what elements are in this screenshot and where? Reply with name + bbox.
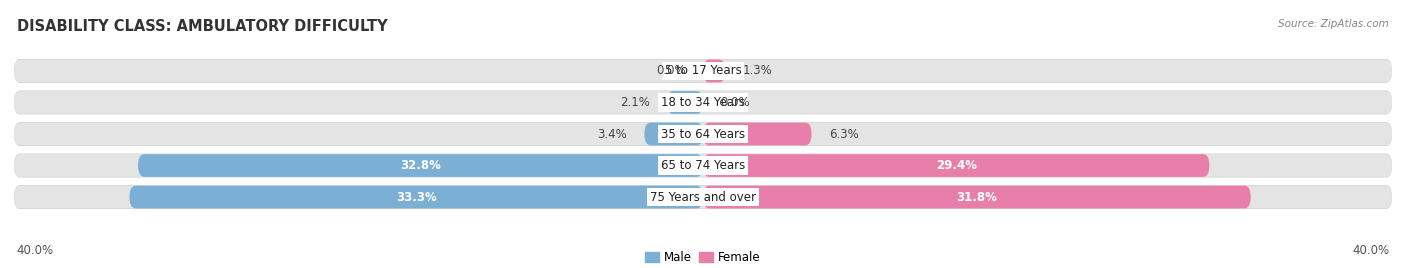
FancyBboxPatch shape — [14, 91, 1392, 114]
Text: Source: ZipAtlas.com: Source: ZipAtlas.com — [1278, 19, 1389, 29]
FancyBboxPatch shape — [703, 123, 811, 145]
FancyBboxPatch shape — [644, 123, 703, 145]
Text: 33.3%: 33.3% — [396, 191, 437, 204]
Text: 0.0%: 0.0% — [720, 96, 749, 109]
Text: 18 to 34 Years: 18 to 34 Years — [661, 96, 745, 109]
FancyBboxPatch shape — [14, 185, 1392, 209]
Text: 1.3%: 1.3% — [742, 64, 772, 77]
FancyBboxPatch shape — [14, 123, 1392, 145]
Text: 6.3%: 6.3% — [828, 128, 859, 140]
FancyBboxPatch shape — [14, 59, 1392, 83]
Text: 2.1%: 2.1% — [620, 96, 650, 109]
FancyBboxPatch shape — [14, 59, 1392, 82]
Text: DISABILITY CLASS: AMBULATORY DIFFICULTY: DISABILITY CLASS: AMBULATORY DIFFICULTY — [17, 19, 388, 34]
Text: 35 to 64 Years: 35 to 64 Years — [661, 128, 745, 140]
Text: 0.0%: 0.0% — [657, 64, 686, 77]
Text: 75 Years and over: 75 Years and over — [650, 191, 756, 204]
FancyBboxPatch shape — [14, 154, 1392, 177]
FancyBboxPatch shape — [129, 186, 703, 209]
FancyBboxPatch shape — [14, 122, 1392, 146]
Text: 40.0%: 40.0% — [1353, 244, 1389, 257]
FancyBboxPatch shape — [703, 154, 1209, 177]
FancyBboxPatch shape — [138, 154, 703, 177]
FancyBboxPatch shape — [14, 154, 1392, 177]
FancyBboxPatch shape — [703, 186, 1251, 209]
FancyBboxPatch shape — [666, 91, 703, 114]
Text: 40.0%: 40.0% — [17, 244, 53, 257]
FancyBboxPatch shape — [14, 91, 1392, 114]
FancyBboxPatch shape — [703, 59, 725, 82]
Text: 65 to 74 Years: 65 to 74 Years — [661, 159, 745, 172]
Text: 3.4%: 3.4% — [598, 128, 627, 140]
Text: 29.4%: 29.4% — [935, 159, 977, 172]
Text: 5 to 17 Years: 5 to 17 Years — [665, 64, 741, 77]
Text: 31.8%: 31.8% — [956, 191, 997, 204]
FancyBboxPatch shape — [14, 186, 1392, 209]
Text: 32.8%: 32.8% — [401, 159, 441, 172]
Legend: Male, Female: Male, Female — [641, 246, 765, 268]
